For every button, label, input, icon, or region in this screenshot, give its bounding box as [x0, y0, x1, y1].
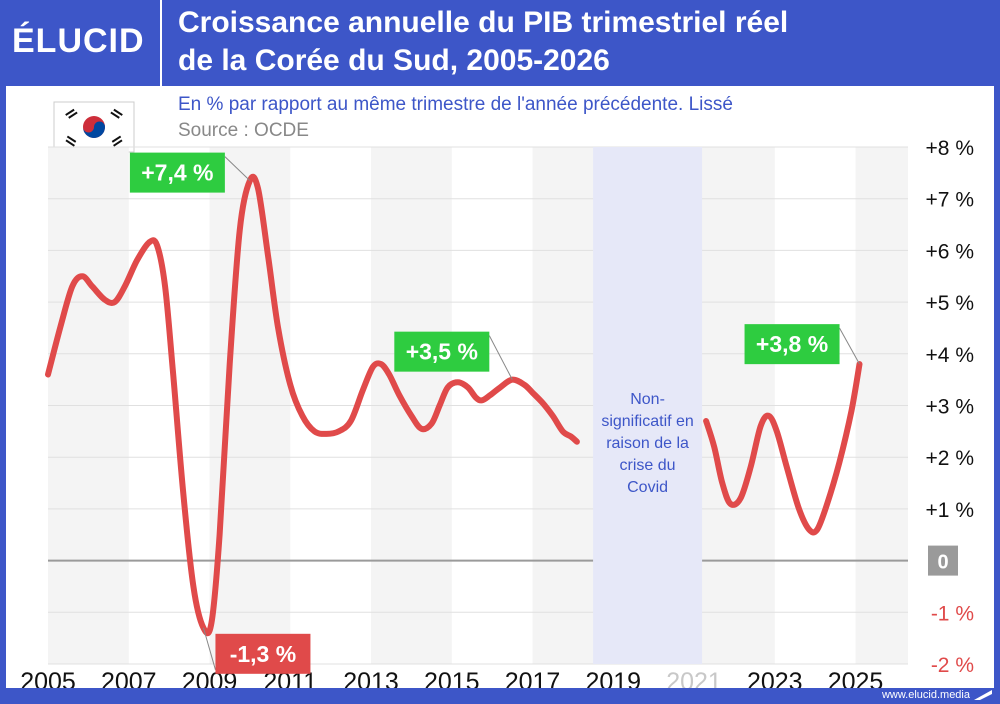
- annotation-label: +7,4 %: [141, 160, 213, 186]
- annotation-label: +3,8 %: [756, 331, 828, 357]
- covid-band-label-line: significatif en: [601, 413, 694, 430]
- annotation-leader: [224, 156, 251, 181]
- website-url: www.elucid.media: [881, 689, 970, 701]
- annotation-leader: [488, 335, 513, 380]
- y-tick-label: +7 %: [926, 189, 974, 212]
- y-tick-label: +2 %: [926, 447, 974, 470]
- x-tick-label: 2025: [828, 668, 884, 688]
- covid-band-label-line: raison de la: [606, 435, 689, 452]
- header-bar: ÉLUCID Croissance annuelle du PIB trimes…: [0, 0, 1000, 86]
- elucid-mark-icon: [974, 690, 992, 700]
- y-tick-label: +8 %: [926, 137, 974, 160]
- y-tick-label: +6 %: [926, 240, 974, 263]
- x-tick-label: 2015: [424, 668, 480, 688]
- x-tick-label: 2017: [505, 668, 561, 688]
- grid-lines: [48, 146, 908, 665]
- annotation-box: [215, 633, 311, 674]
- zero-badge: [928, 545, 958, 576]
- y-tick-label: -1 %: [931, 602, 974, 625]
- chart-panel: En % par rapport au même trimestre de l'…: [6, 86, 994, 688]
- gdp-growth-chart: En % par rapport au même trimestre de l'…: [20, 94, 974, 688]
- chart-title-line2: de la Corée du Sud, 2005-2026: [178, 44, 610, 77]
- x-axis-ticks: 2005 2007 2009 2011 2013 2015 2017 2019 2021 2023…: [20, 668, 883, 688]
- annotation-box: [744, 324, 840, 365]
- annotation-leader: [839, 327, 860, 365]
- annotation-box: [394, 331, 490, 372]
- gdp-growth-line: [703, 361, 863, 536]
- y-tick-label: +3 %: [926, 396, 974, 419]
- y-tick-label: +5 %: [926, 292, 974, 315]
- annotation-box: [129, 152, 225, 193]
- y-axis-ticks: +8 % +7 % +6 % +5 % +4 % +3 % +2 % +1 % 0 -1 % -2 …: [926, 137, 974, 677]
- y-tick-label: -2 %: [931, 654, 974, 677]
- series-lines: [45, 173, 863, 637]
- elucid-logo: ÉLUCID: [12, 22, 145, 60]
- chart-source: Source : OCDE: [178, 120, 309, 141]
- x-tick-label: 2013: [343, 668, 399, 688]
- x-tick-label: 2021: [666, 668, 722, 688]
- y-tick-label: 0: [937, 552, 948, 574]
- covid-band: Non-significatif en raison de la crise du C…: [593, 147, 703, 664]
- x-tick-label: 2007: [101, 668, 157, 688]
- annotation-label: -1,3 %: [230, 641, 296, 667]
- chart-title-line1: Croissance annuelle du PIB trimestriel r…: [178, 6, 789, 39]
- x-tick-label: 2019: [585, 668, 641, 688]
- covid-band-label-line: crise du: [620, 457, 676, 474]
- header-divider: [160, 0, 162, 86]
- chart-subtitle: En % par rapport au même trimestre de l'…: [178, 94, 733, 115]
- covid-band-area: [593, 147, 703, 664]
- annotation-label: +3,5 %: [406, 339, 478, 365]
- x-tick-label: 2005: [20, 668, 76, 688]
- y-tick-label: +4 %: [926, 344, 974, 367]
- covid-band-label-line: Non-: [630, 391, 665, 408]
- south-korea-flag-icon: [53, 101, 135, 153]
- gdp-growth-line: [45, 173, 580, 637]
- value-annotations: +7,4 % -1,3 % +3,5 % +3,8 %: [129, 152, 860, 674]
- y-tick-label: +1 %: [926, 499, 974, 522]
- annotation-leader: [202, 627, 216, 670]
- covid-band-label-line: Covid: [627, 479, 668, 496]
- x-tick-label: 2023: [747, 668, 803, 688]
